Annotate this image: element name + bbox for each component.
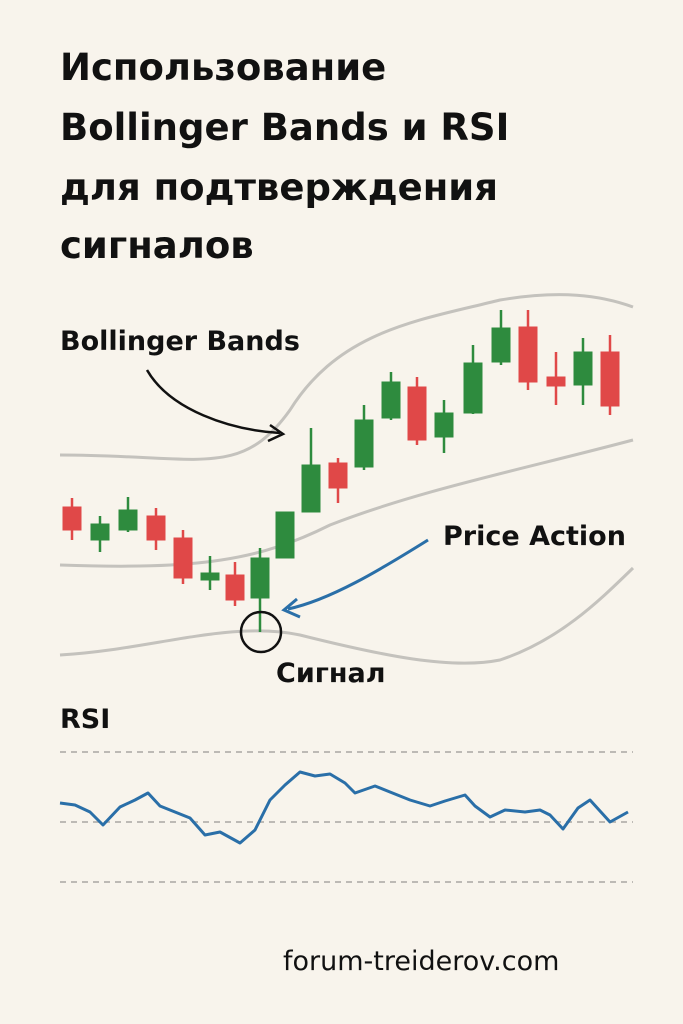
- title-line: сигналов: [60, 224, 254, 267]
- bollinger-label: Bollinger Bands: [60, 326, 300, 357]
- signal-label: Сигнал: [276, 658, 386, 689]
- signal-circle: [239, 610, 283, 654]
- price-action-label: Price Action: [443, 521, 626, 552]
- site-url: forum-treiderov.com: [283, 946, 559, 977]
- arrow: [145, 369, 281, 435]
- rsi-line: [59, 770, 629, 845]
- title-line: Использование: [60, 46, 386, 89]
- candles: [62, 310, 620, 632]
- title-line: для подтверждения: [60, 166, 498, 209]
- title-line: Bollinger Bands и RSI: [60, 106, 509, 149]
- arrow-head: [267, 423, 286, 443]
- arrow: [287, 538, 429, 611]
- arrow-head: [281, 597, 301, 619]
- rsi-label: RSI: [60, 704, 110, 735]
